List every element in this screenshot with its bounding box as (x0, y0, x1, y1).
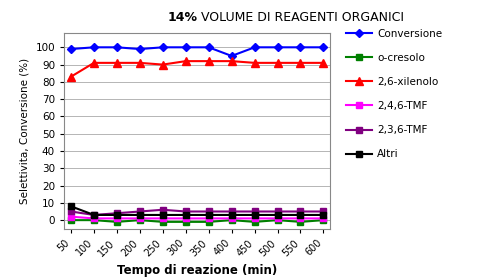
2,3,6-TMF (68, 210, 74, 213)
Y-axis label: Selettivita, Conversione (%): Selettivita, Conversione (%) (20, 58, 30, 204)
2,6-xilenolo (91, 61, 97, 64)
Altri (91, 213, 97, 217)
2,6-xilenolo (183, 59, 189, 63)
Conversione (68, 47, 74, 51)
2,6-xilenolo (275, 61, 281, 64)
2,6-xilenolo (68, 75, 74, 78)
2,6-xilenolo (320, 61, 326, 64)
Conversione (320, 46, 326, 49)
2,3,6-TMF (297, 210, 303, 213)
2,4,6-TMF (137, 217, 143, 220)
Line: 2,6-xilenolo: 2,6-xilenolo (67, 57, 327, 81)
Conversione (137, 47, 143, 51)
Altri (297, 213, 303, 217)
2,6-xilenolo (137, 61, 143, 64)
o-cresolo (91, 218, 97, 222)
Legend: Conversione, o-cresolo, 2,6-xilenolo, 2,4,6-TMF, 2,3,6-TMF, Altri: Conversione, o-cresolo, 2,6-xilenolo, 2,… (346, 29, 443, 159)
X-axis label: Tempo di reazione (min): Tempo di reazione (min) (117, 264, 278, 276)
Conversione (251, 46, 257, 49)
2,3,6-TMF (183, 210, 189, 213)
Line: o-cresolo: o-cresolo (68, 217, 326, 225)
2,3,6-TMF (160, 208, 166, 211)
2,6-xilenolo (251, 61, 257, 64)
o-cresolo (160, 220, 166, 223)
2,3,6-TMF (275, 210, 281, 213)
2,4,6-TMF (229, 217, 235, 220)
2,6-xilenolo (160, 63, 166, 66)
Conversione (229, 54, 235, 58)
Altri (183, 213, 189, 217)
o-cresolo (275, 218, 281, 222)
2,4,6-TMF (206, 217, 211, 220)
2,3,6-TMF (251, 210, 257, 213)
o-cresolo (251, 220, 257, 223)
2,6-xilenolo (297, 61, 303, 64)
2,3,6-TMF (114, 211, 120, 215)
2,4,6-TMF (114, 217, 120, 220)
Conversione (275, 46, 281, 49)
2,6-xilenolo (229, 59, 235, 63)
2,4,6-TMF (68, 215, 74, 218)
Altri (206, 213, 211, 217)
2,6-xilenolo (114, 61, 120, 64)
Conversione (206, 46, 211, 49)
2,4,6-TMF (251, 217, 257, 220)
o-cresolo (206, 220, 211, 223)
o-cresolo (229, 218, 235, 222)
Altri (229, 213, 235, 217)
2,4,6-TMF (320, 217, 326, 220)
Text: 14%: 14% (167, 11, 197, 24)
2,3,6-TMF (320, 210, 326, 213)
2,3,6-TMF (206, 210, 211, 213)
Altri (251, 213, 257, 217)
Conversione (297, 46, 303, 49)
Altri (320, 213, 326, 217)
Line: 2,4,6-TMF: 2,4,6-TMF (68, 213, 326, 222)
Altri (114, 213, 120, 217)
Conversione (91, 46, 97, 49)
o-cresolo (114, 220, 120, 223)
Line: Conversione: Conversione (68, 44, 326, 59)
Line: 2,3,6-TMF: 2,3,6-TMF (68, 207, 326, 218)
2,3,6-TMF (91, 213, 97, 217)
Altri (275, 213, 281, 217)
Conversione (183, 46, 189, 49)
o-cresolo (320, 218, 326, 222)
o-cresolo (297, 220, 303, 223)
Altri (68, 205, 74, 208)
2,3,6-TMF (229, 210, 235, 213)
Altri (137, 213, 143, 217)
Conversione (160, 46, 166, 49)
2,4,6-TMF (275, 217, 281, 220)
o-cresolo (68, 218, 74, 222)
o-cresolo (183, 220, 189, 223)
Altri (160, 213, 166, 217)
Line: Altri: Altri (68, 203, 326, 218)
2,6-xilenolo (206, 59, 211, 63)
2,4,6-TMF (297, 217, 303, 220)
2,3,6-TMF (137, 210, 143, 213)
Conversione (114, 46, 120, 49)
Text: VOLUME DI REAGENTI ORGANICI: VOLUME DI REAGENTI ORGANICI (197, 11, 404, 24)
2,4,6-TMF (183, 217, 189, 220)
2,4,6-TMF (160, 217, 166, 220)
o-cresolo (137, 218, 143, 222)
2,4,6-TMF (91, 217, 97, 220)
